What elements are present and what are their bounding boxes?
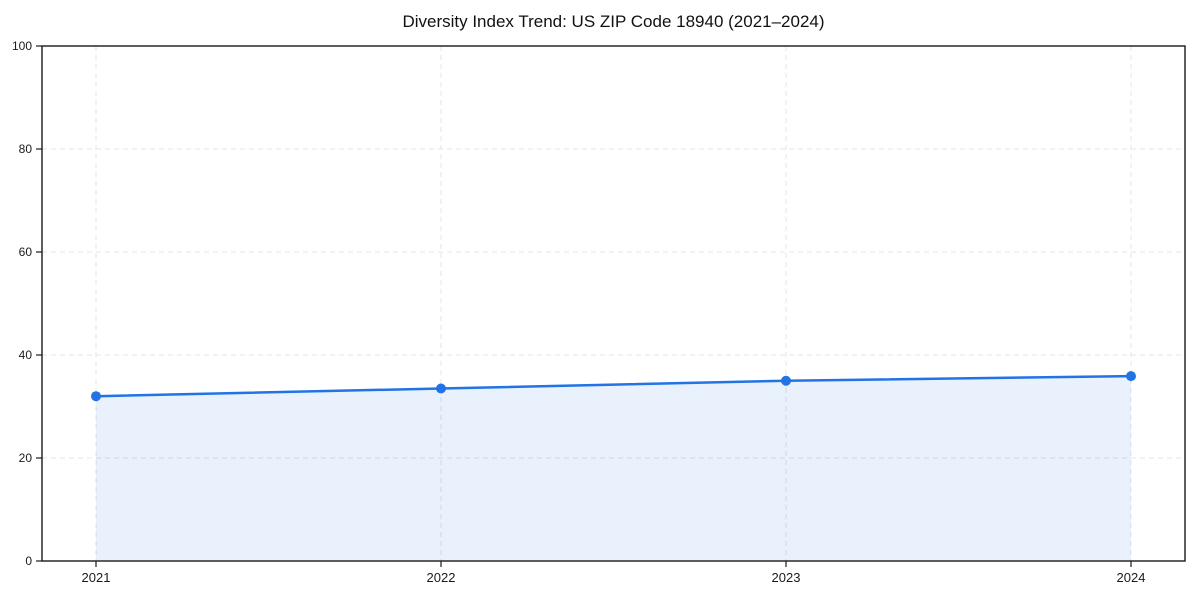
y-tick-label: 80 bbox=[19, 142, 33, 156]
y-tick-label: 60 bbox=[19, 245, 33, 259]
x-tick-label: 2022 bbox=[427, 570, 456, 585]
area-fill bbox=[96, 376, 1131, 561]
y-tick-label: 0 bbox=[25, 554, 32, 568]
data-point-2021 bbox=[91, 391, 101, 402]
x-tick-label: 2023 bbox=[772, 570, 801, 585]
chart-title: Diversity Index Trend: US ZIP Code 18940… bbox=[402, 12, 825, 31]
x-tick-label: 2021 bbox=[82, 570, 111, 585]
y-tick-label: 40 bbox=[19, 348, 33, 362]
data-point-2022 bbox=[436, 383, 446, 394]
trend-line bbox=[94, 374, 1133, 398]
data-point-2024 bbox=[1126, 371, 1136, 382]
y-tick-label: 20 bbox=[19, 451, 33, 465]
x-tick-label: 2024 bbox=[1117, 570, 1146, 585]
plot-border bbox=[41, 45, 1186, 562]
data-point-2023 bbox=[781, 375, 791, 386]
y-tick-label: 100 bbox=[12, 39, 32, 53]
